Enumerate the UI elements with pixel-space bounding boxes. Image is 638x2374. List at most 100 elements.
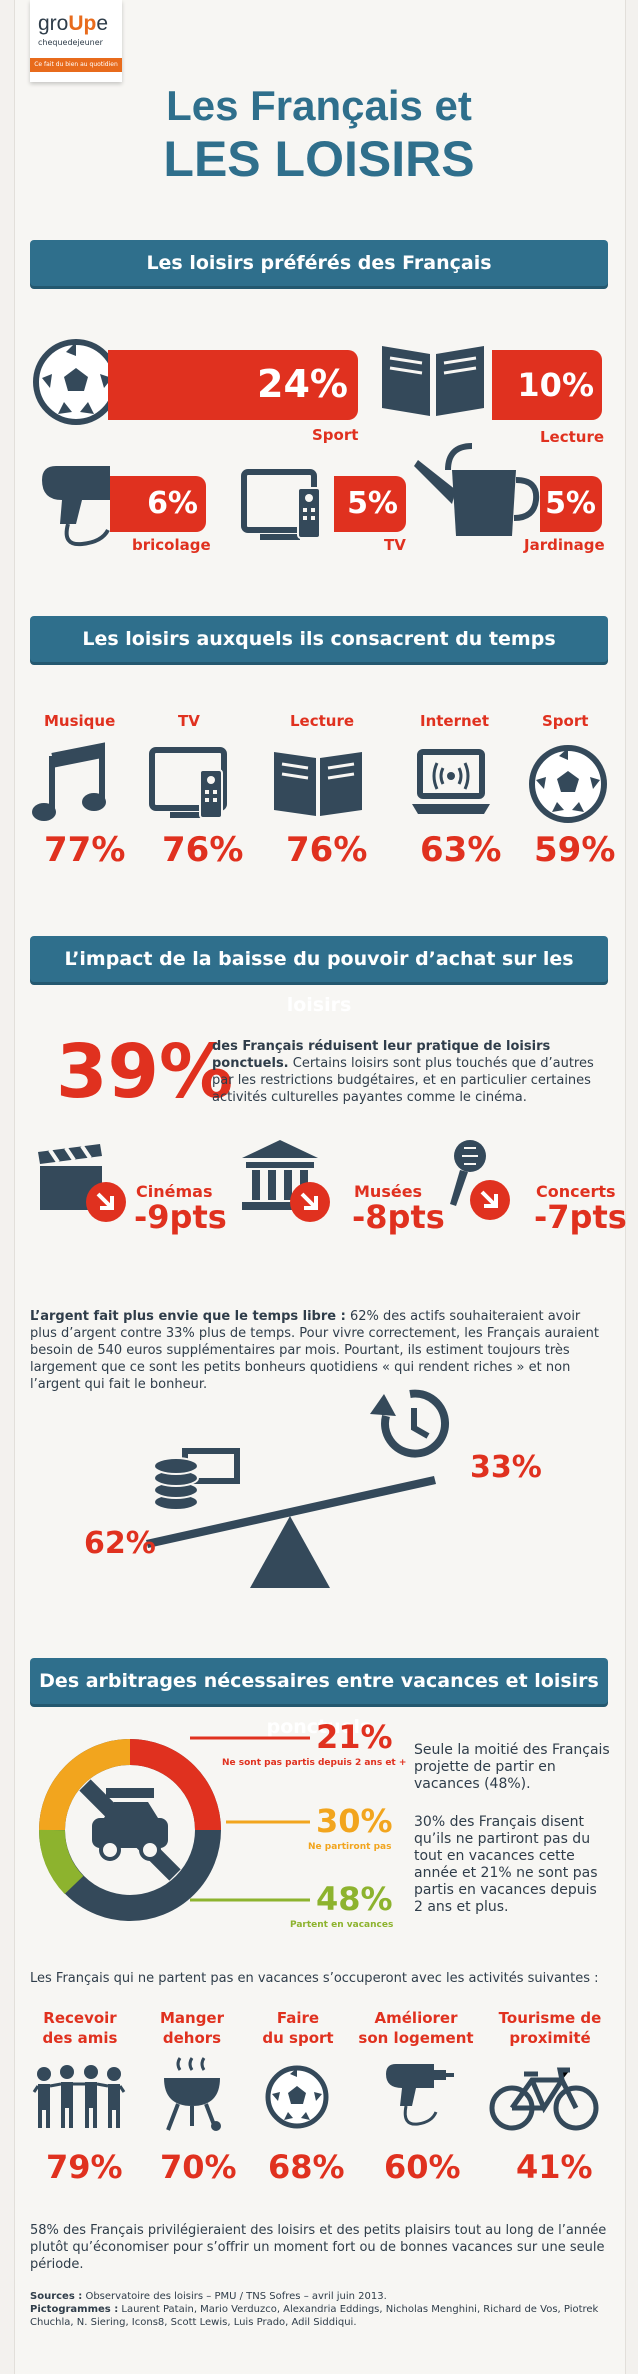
- label-lecture: Lecture: [540, 428, 605, 446]
- value-argent: 62%: [84, 1526, 156, 1561]
- activity-label-logement-2: son logement: [358, 2029, 474, 2047]
- money-text: 62% des actifs souhaiteraient avoir plus…: [30, 1309, 599, 1392]
- value-amis: 79%: [46, 2148, 123, 2186]
- logo-sub: chequedejeuner: [38, 38, 103, 47]
- footer-sources: Sources : Observatoire des loisirs – PMU…: [30, 2290, 610, 2329]
- balance-illustration: [146, 1476, 436, 1588]
- big-stat-39: 39%: [56, 1029, 234, 1115]
- value-tourisme: 41%: [516, 2148, 593, 2186]
- value-temps: 33%: [470, 1450, 542, 1485]
- impact-bold: des Français réduisent leur pratique de …: [212, 1039, 551, 1071]
- laptop-icon: [412, 749, 490, 814]
- section-4-heading: Des arbitrages nécessaires entre vacance…: [30, 1658, 608, 1738]
- soccer-ball-icon-3: [265, 2065, 329, 2129]
- label-musees: Musées: [354, 1182, 423, 1201]
- value-manger: 70%: [160, 2148, 237, 2186]
- activity-label-manger-1: Manger: [159, 2009, 225, 2027]
- value-tv: 5%: [347, 486, 398, 521]
- label-tv-2: TV: [178, 712, 200, 730]
- vacation-ring-chart: [38, 1736, 310, 1921]
- value-30: 30%: [316, 1802, 393, 1840]
- value-internet: 63%: [420, 830, 502, 870]
- value-lecture-2: 76%: [286, 830, 368, 870]
- label-21: Ne sont pas partis depuis 2 ans et +: [222, 1758, 407, 1768]
- activity-label-amis: Recevoir des amis: [32, 2008, 128, 2048]
- value-bricolage: 6%: [147, 486, 198, 521]
- value-sport: 24%: [257, 362, 348, 406]
- label-musique: Musique: [44, 712, 116, 730]
- value-48: 48%: [316, 1880, 393, 1918]
- activity-label-sport: Faire du sport: [250, 2008, 346, 2048]
- label-tv: TV: [384, 536, 406, 554]
- activity-label-logement-1: Améliorer: [374, 2009, 458, 2027]
- money-bold: L’argent fait plus envie que le temps li…: [30, 1309, 346, 1324]
- value-concerts: -7pts: [534, 1198, 627, 1236]
- logo-text-b: Up: [68, 12, 97, 35]
- tv-icon-2: [149, 747, 227, 819]
- bar-bricolage: 6%: [110, 476, 206, 532]
- bar-jardinage: 5%: [540, 476, 602, 532]
- label-sport-2: Sport: [542, 712, 589, 730]
- label-48: Partent en vacances: [290, 1920, 394, 1930]
- value-lecture: 10%: [517, 366, 594, 404]
- money-coins-icon: [153, 1448, 240, 1511]
- tv-icon: [241, 469, 321, 540]
- activity-label-tourisme-1: Tourisme de: [498, 2009, 602, 2027]
- label-concerts: Concerts: [536, 1182, 616, 1201]
- title-line-1: Les Français et: [166, 82, 472, 129]
- logo-tagline: Ce fait du bien au quotidien: [30, 58, 122, 72]
- soccer-ball-icon: [33, 339, 119, 425]
- activities-intro: Les Français qui ne partent pas en vacan…: [30, 1971, 599, 1986]
- side-text-1: Seule la moitié des Français projette de…: [414, 1742, 610, 1792]
- value-21: 21%: [316, 1718, 393, 1756]
- people-icon: [32, 2065, 126, 2128]
- label-cinemas: Cinémas: [136, 1182, 213, 1201]
- section-3-heading: L’impact de la baisse du pouvoir d’achat…: [30, 936, 608, 1016]
- label-internet: Internet: [420, 712, 490, 730]
- impact-paragraph: des Français réduisent leur pratique de …: [212, 1038, 608, 1106]
- music-note-icon: [32, 742, 106, 821]
- soccer-ball-icon-2: [529, 745, 607, 823]
- value-musique: 77%: [44, 830, 126, 870]
- picto-text: Laurent Patain, Mario Verduzco, Alexandr…: [30, 2304, 599, 2328]
- clock-icon: [370, 1389, 449, 1458]
- value-jardinage: 5%: [545, 486, 596, 521]
- drill-icon-2: [386, 2064, 454, 2126]
- book-icon-2: [274, 752, 362, 816]
- activity-label-tourisme-2: proximité: [509, 2029, 591, 2047]
- value-sport-2: 59%: [534, 830, 616, 870]
- logo[interactable]: groUpe chequedejeuner Ce fait du bien au…: [30, 0, 122, 82]
- down-arrow-icon-concerts: [470, 1180, 510, 1220]
- value-musees: -8pts: [352, 1198, 445, 1236]
- label-bricolage: bricolage: [132, 536, 211, 554]
- watering-can-icon: [414, 443, 540, 536]
- logo-text-c: e: [96, 12, 109, 35]
- section-2-heading: Les loisirs auxquels ils consacrent du t…: [30, 616, 608, 662]
- barbecue-icon: [164, 2057, 221, 2131]
- activity-label-amis-2: des amis: [42, 2029, 118, 2047]
- label-sport: Sport: [312, 426, 359, 444]
- activity-label-tourisme: Tourisme de proximité: [492, 2008, 608, 2048]
- money-paragraph: L’argent fait plus envie que le temps li…: [30, 1308, 610, 1393]
- activity-label-sport-2: du sport: [262, 2029, 334, 2047]
- down-arrow-icon-cinema: [86, 1182, 126, 1222]
- sources-label: Sources :: [30, 2291, 83, 2302]
- activity-label-logement: Améliorer son logement: [356, 2008, 476, 2048]
- microphone-icon: [450, 1140, 486, 1206]
- label-lecture-2: Lecture: [290, 712, 355, 730]
- conclusion-paragraph: 58% des Français privilégieraient des lo…: [30, 2223, 607, 2272]
- bar-sport: 24%: [108, 350, 358, 420]
- logo-text-a: gro: [38, 12, 69, 35]
- value-tv-2: 76%: [162, 830, 244, 870]
- impact-text: Certains loisirs sont plus touchés que d…: [212, 1056, 594, 1105]
- value-cinemas: -9pts: [134, 1198, 227, 1236]
- sources-text: Observatoire des loisirs – PMU / TNS Sof…: [85, 2291, 387, 2302]
- down-arrow-icon-musees: [290, 1182, 330, 1222]
- section-1-heading: Les loisirs préférés des Français: [30, 240, 608, 286]
- label-jardinage: Jardinage: [524, 536, 605, 554]
- bar-tv: 5%: [334, 476, 406, 532]
- value-faire-sport: 68%: [268, 2148, 345, 2186]
- book-icon: [382, 346, 484, 416]
- activity-label-sport-1: Faire: [276, 2009, 320, 2027]
- bicycle-icon: [489, 2067, 599, 2131]
